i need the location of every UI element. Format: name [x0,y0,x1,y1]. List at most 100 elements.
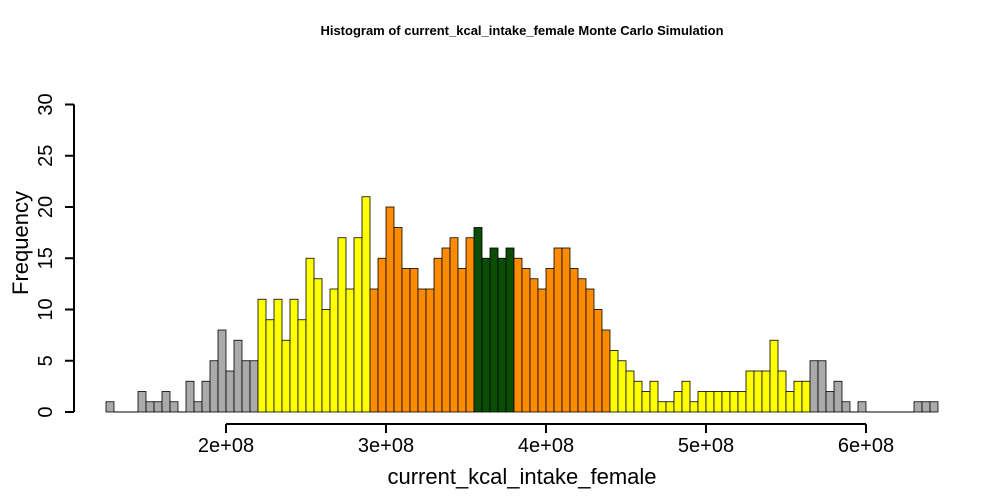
histogram-bar [201,380,211,413]
histogram-bar [345,288,355,413]
histogram-bar [761,370,771,413]
histogram-bar [537,288,547,413]
histogram-bar [817,360,827,413]
y-tick-label: 20 [35,196,57,218]
histogram-bar [449,237,459,413]
histogram-bar [169,401,179,413]
histogram-bar [633,380,643,413]
histogram-bar [649,380,659,413]
bars-group [105,196,939,413]
histogram-bar [617,360,627,413]
histogram-bar [505,247,515,413]
histogram-bar [473,227,483,413]
histogram-bar [721,391,731,413]
x-tick-label: 4e+08 [518,435,574,457]
histogram-bar [569,268,579,413]
histogram-bar [553,247,563,413]
x-tick-label: 6e+08 [838,435,894,457]
histogram-bar [465,237,475,413]
histogram-bar [361,196,371,413]
y-axis: 0 5 10 15 20 25 30 [35,93,75,418]
histogram-bar [841,401,851,413]
x-tick-label: 2e+08 [198,435,254,457]
histogram-bar [145,401,155,413]
histogram-bar [809,360,819,413]
y-tick-label: 0 [35,406,57,417]
histogram-bar [713,391,723,413]
histogram-bar [305,257,315,413]
histogram-bar [785,391,795,413]
histogram-bar [697,391,707,413]
histogram-bar [529,278,539,413]
histogram-bar [265,319,275,413]
histogram-bar [833,380,843,413]
histogram-bar [281,339,291,413]
y-tick-label: 15 [35,247,57,269]
x-axis-label: current_kcal_intake_female [387,464,656,489]
histogram-bar [665,401,675,413]
histogram-bar [921,401,931,413]
x-axis: 2e+08 3e+08 4e+08 5e+08 6e+08 [198,423,894,457]
histogram-bar [793,380,803,413]
histogram-bar [353,237,363,413]
histogram-bar [641,391,651,413]
histogram-bar [729,391,739,413]
histogram-bar [105,401,115,413]
histogram-bar [681,380,691,413]
histogram-bar [401,268,411,413]
histogram-bar [249,360,259,413]
y-tick-label: 30 [35,93,57,115]
histogram-bar [561,247,571,413]
histogram-bar [393,227,403,413]
histogram-bar [801,380,811,413]
histogram-bar [609,350,619,413]
histogram-bar [313,278,323,413]
histogram-bar [497,257,507,413]
histogram-bar [857,401,867,413]
histogram-bar [737,391,747,413]
histogram-bar [745,370,755,413]
chart-title: Histogram of current_kcal_intake_female … [320,23,723,38]
histogram-bar [769,339,779,413]
histogram-bar [521,268,531,413]
histogram-bar [225,370,235,413]
histogram-bar [545,268,555,413]
histogram-bar [457,268,467,413]
histogram-bar [417,288,427,413]
histogram-bar [377,257,387,413]
histogram-bar [217,329,227,413]
y-axis-label: Frequency [8,191,33,295]
y-tick-label: 5 [35,355,57,366]
histogram-bar [289,298,299,413]
histogram-bar [601,329,611,413]
histogram-bar [329,288,339,413]
histogram-bar [193,401,203,413]
histogram-bar [137,391,147,413]
histogram-bar [513,257,523,413]
histogram-bar [489,247,499,413]
histogram-bar [233,339,243,413]
histogram-bar [385,206,395,413]
histogram-bar [185,380,195,413]
histogram-bar [209,360,219,413]
histogram-bar [929,401,939,413]
histogram-bar [913,401,923,413]
histogram-bar [777,370,787,413]
y-tick-label: 25 [35,145,57,167]
histogram-bar [625,370,635,413]
histogram-bar [441,247,451,413]
y-tick-label: 10 [35,298,57,320]
x-tick-label: 3e+08 [358,435,414,457]
histogram-bar [753,370,763,413]
histogram-bar [705,391,715,413]
histogram-bar [337,237,347,413]
histogram-bar [585,288,595,413]
histogram-bar [273,298,283,413]
histogram-bar [577,278,587,413]
histogram-bar [433,257,443,413]
histogram-bar [673,391,683,413]
x-tick-label: 5e+08 [678,435,734,457]
histogram-bar [825,391,835,413]
histogram-bar [161,391,171,413]
